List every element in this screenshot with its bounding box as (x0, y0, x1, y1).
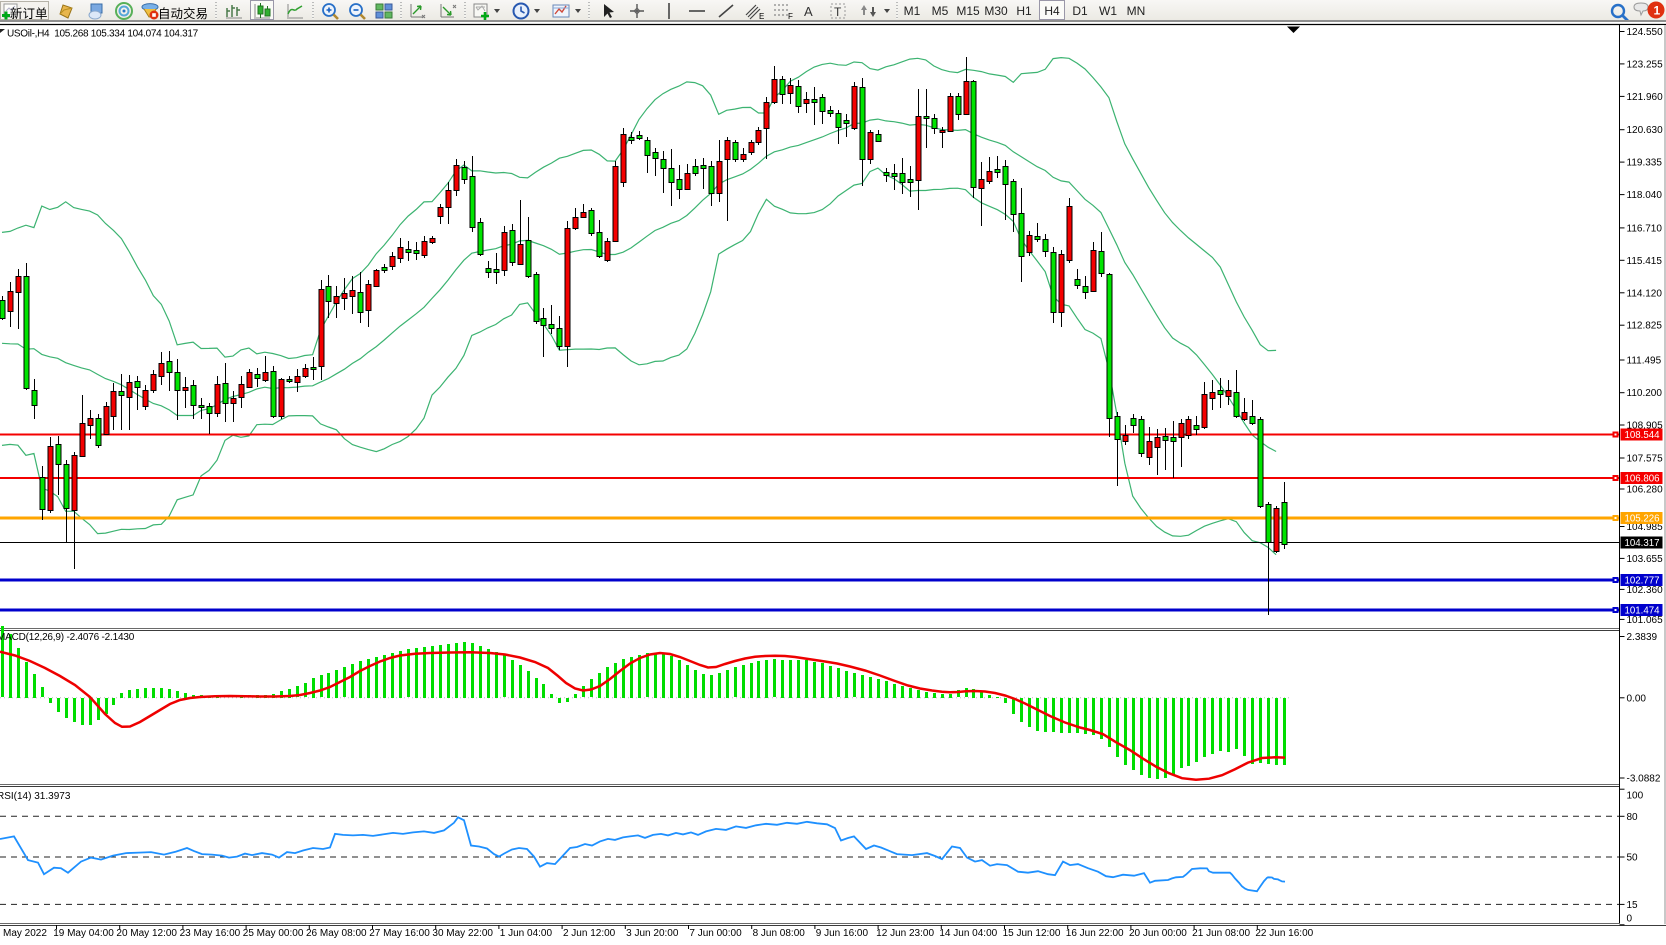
svg-text:110.200: 110.200 (1627, 388, 1663, 399)
svg-text:15: 15 (1627, 900, 1639, 911)
svg-text:120.630: 120.630 (1627, 125, 1664, 136)
svg-text:14 Jun 04:00: 14 Jun 04:00 (939, 928, 997, 939)
svg-text:50: 50 (1627, 853, 1639, 864)
svg-text:103.655: 103.655 (1627, 554, 1664, 565)
svg-text:116.710: 116.710 (1627, 223, 1663, 234)
svg-text:1 Jun 04:00: 1 Jun 04:00 (500, 928, 553, 939)
svg-text:F: F (788, 12, 793, 21)
svg-text:101.474: 101.474 (1625, 606, 1661, 617)
svg-text:2 Jun 12:00: 2 Jun 12:00 (563, 928, 616, 939)
svg-text:123.255: 123.255 (1627, 59, 1664, 70)
svg-text:0.00: 0.00 (1627, 693, 1647, 704)
svg-text:19 May 04:00: 19 May 04:00 (53, 928, 114, 939)
svg-text:20 Jun 00:00: 20 Jun 00:00 (1129, 928, 1187, 939)
svg-text:118.040: 118.040 (1627, 190, 1663, 201)
svg-text:105.226: 105.226 (1625, 514, 1660, 525)
svg-text:112.825: 112.825 (1627, 321, 1663, 332)
svg-text:T: T (834, 5, 842, 19)
svg-text:25 May 00:00: 25 May 00:00 (243, 928, 304, 939)
svg-text:121.960: 121.960 (1627, 92, 1664, 103)
svg-text:102.360: 102.360 (1627, 585, 1664, 596)
svg-text:RSI(14) 31.3973: RSI(14) 31.3973 (0, 791, 71, 802)
svg-text:106.280: 106.280 (1627, 485, 1664, 496)
svg-text:107.575: 107.575 (1627, 454, 1664, 465)
svg-text:115.415: 115.415 (1627, 256, 1663, 267)
svg-text:21 Jun 08:00: 21 Jun 08:00 (1192, 928, 1250, 939)
svg-text:114.120: 114.120 (1627, 288, 1663, 299)
svg-text:20 May 12:00: 20 May 12:00 (116, 928, 177, 939)
svg-text:12 Jun 23:00: 12 Jun 23:00 (876, 928, 934, 939)
svg-text:104.985: 104.985 (1627, 522, 1664, 533)
svg-text:0: 0 (1627, 914, 1633, 925)
svg-text:A: A (804, 4, 813, 19)
svg-text:-3.0882: -3.0882 (1627, 774, 1661, 785)
svg-text:100: 100 (1627, 791, 1644, 802)
svg-text:E: E (759, 12, 764, 21)
svg-text:101.065: 101.065 (1627, 615, 1664, 626)
svg-text:119.335: 119.335 (1627, 158, 1663, 169)
svg-text:USOil-,H4 105.268 105.334 104: USOil-,H4 105.268 105.334 104.074 104.31… (7, 29, 199, 40)
svg-text:15 Jun 12:00: 15 Jun 12:00 (1003, 928, 1061, 939)
svg-text:111.495: 111.495 (1627, 356, 1662, 367)
svg-text:30 May 22:00: 30 May 22:00 (432, 928, 493, 939)
svg-text:104.317: 104.317 (1625, 538, 1660, 549)
svg-text:108.544: 108.544 (1625, 430, 1661, 441)
svg-text:22 Jun 16:00: 22 Jun 16:00 (1255, 928, 1313, 939)
svg-text:2.3839: 2.3839 (1627, 632, 1658, 643)
svg-text:106.806: 106.806 (1625, 474, 1660, 485)
svg-text:102.777: 102.777 (1625, 576, 1660, 587)
svg-text:27 May 16:00: 27 May 16:00 (369, 928, 430, 939)
svg-text:MACD(12,26,9) -2.4076 -2.1430: MACD(12,26,9) -2.4076 -2.1430 (0, 632, 135, 643)
svg-text:3 Jun 20:00: 3 Jun 20:00 (626, 928, 679, 939)
svg-text:26 May 08:00: 26 May 08:00 (306, 928, 367, 939)
svg-text:8 Jun 08:00: 8 Jun 08:00 (753, 928, 806, 939)
svg-text:7 Jun 00:00: 7 Jun 00:00 (689, 928, 742, 939)
svg-text:124.550: 124.550 (1627, 27, 1664, 38)
svg-text:23 May 16:00: 23 May 16:00 (180, 928, 241, 939)
svg-text:9 Jun 16:00: 9 Jun 16:00 (816, 928, 869, 939)
svg-text:108.905: 108.905 (1627, 421, 1664, 432)
svg-text:80: 80 (1627, 812, 1639, 823)
svg-text:1: 1 (1654, 4, 1661, 18)
svg-text:May 2022: May 2022 (3, 928, 47, 939)
svg-text:16 Jun 22:00: 16 Jun 22:00 (1066, 928, 1124, 939)
